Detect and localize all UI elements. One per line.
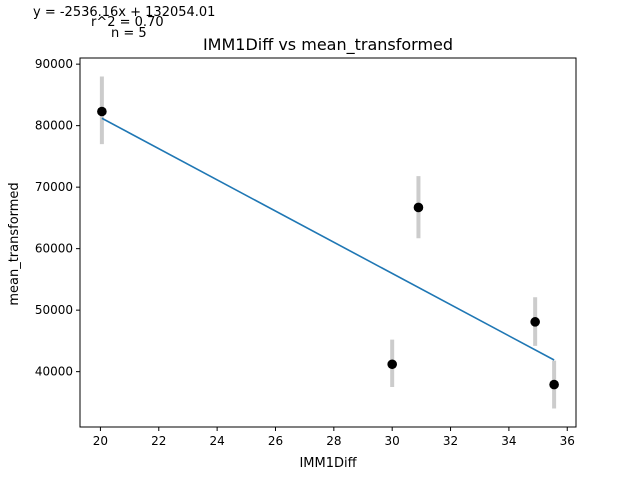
plot-frame [79, 57, 577, 428]
x-tick-label-36: 36 [560, 434, 575, 448]
data-point-3 [530, 317, 540, 327]
x-tick-label-30: 30 [385, 434, 400, 448]
x-tick-label-32: 32 [443, 434, 458, 448]
data-point-2 [413, 202, 424, 213]
y-tick-label-40000: 40000 [35, 365, 73, 379]
y-tick-label-50000: 50000 [35, 303, 73, 317]
y-tick-label-60000: 60000 [35, 242, 73, 256]
chart-title: IMM1Diff vs mean_transformed [203, 35, 453, 55]
data-point-4 [549, 379, 559, 390]
x-tick-label-34: 34 [501, 434, 516, 448]
x-tick-label-26: 26 [268, 434, 283, 448]
y-axis-label: mean_transformed [7, 182, 22, 305]
x-axis-label: IMM1Diff [299, 456, 357, 471]
y-tick-label-90000: 90000 [35, 57, 73, 71]
data-point-0 [97, 106, 107, 117]
fit-equation-label: y = -2536.16x + 132054.01 [33, 5, 216, 20]
x-tick-label-28: 28 [326, 434, 341, 448]
data-point-1 [387, 359, 397, 370]
x-tick-label-24: 24 [209, 434, 224, 448]
y-tick-label-80000: 80000 [35, 119, 73, 133]
x-tick-label-22: 22 [151, 434, 166, 448]
x-tick-label-20: 20 [93, 434, 108, 448]
sample-size-label: n = 5 [111, 26, 147, 41]
y-tick-label-70000: 70000 [35, 180, 73, 194]
r-squared-label: r^2 = 0.70 [91, 15, 164, 30]
fit-line [101, 117, 555, 361]
